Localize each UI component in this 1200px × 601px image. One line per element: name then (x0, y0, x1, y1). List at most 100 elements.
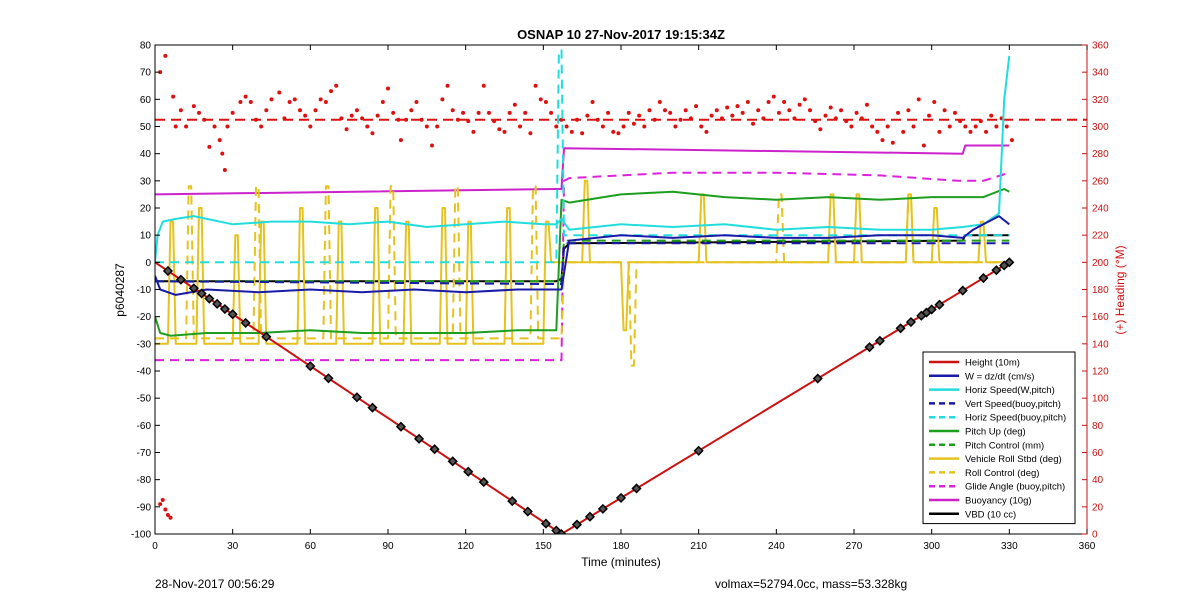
heading-point (259, 124, 264, 129)
heading-point (637, 113, 642, 118)
height-marker (978, 272, 989, 284)
heading-point (207, 144, 212, 149)
y-tick-label-left: -50 (137, 394, 152, 405)
heading-point (921, 143, 926, 148)
heading-point (297, 108, 302, 113)
heading-point (647, 108, 652, 113)
y-tick-label-left: -30 (137, 339, 152, 350)
heading-point (440, 97, 445, 102)
heading-point (585, 113, 590, 118)
heading-point (880, 138, 885, 143)
heading-point (424, 124, 429, 129)
y-tick-label-left: 10 (140, 231, 152, 242)
x-tick-label: 270 (846, 541, 863, 552)
heading-point (435, 124, 440, 129)
legend-entry: Horiz Speed(buoy,pitch) (965, 413, 1066, 424)
heading-point (391, 110, 396, 115)
height-marker (597, 503, 608, 514)
heading-point (906, 108, 911, 113)
heading-point (212, 124, 217, 129)
series-line (155, 179, 1010, 345)
y-tick-label-left: 80 (140, 41, 152, 52)
heading-point (802, 97, 807, 102)
height-marker (926, 304, 937, 315)
series-line (155, 215, 1010, 296)
heading-point (901, 129, 906, 134)
y-tick-label-left: -40 (137, 367, 152, 378)
heading-point (807, 108, 812, 113)
y-tick-label-right: 40 (1092, 475, 1104, 486)
height-marker (615, 492, 627, 503)
series-line (155, 239, 1010, 283)
legend-entry: Vehicle Roll Stbd (deg) (965, 454, 1062, 465)
heading-point (709, 113, 714, 118)
height-marker (447, 456, 458, 467)
heading-point (518, 124, 523, 129)
x-tick-label: 210 (690, 541, 707, 552)
heading-point (264, 108, 269, 113)
heading-point (165, 512, 170, 517)
heading-point (318, 97, 323, 102)
legend-entry: W = dz/dt (cm/s) (965, 371, 1034, 382)
heading-point (885, 124, 890, 129)
heading-point (523, 110, 528, 115)
heading-point (963, 124, 968, 129)
heading-point (197, 110, 202, 115)
plot-series (155, 49, 1087, 534)
heading-point (1004, 124, 1009, 129)
heading-point (947, 124, 952, 129)
legend-box (922, 351, 1076, 525)
heading-point (787, 108, 792, 113)
height-marker (463, 466, 474, 477)
heading-point (238, 100, 243, 105)
x-tick-label: 240 (768, 541, 785, 552)
y-tick-label-right: 320 (1092, 95, 1109, 106)
series-line (155, 185, 1010, 367)
heading-point (663, 108, 668, 113)
heading-point (248, 100, 253, 105)
heading-point (380, 100, 385, 105)
heading-point (704, 129, 709, 134)
plot-area (155, 49, 1087, 534)
y-tick-label-right: 360 (1092, 41, 1109, 52)
heading-point (445, 83, 450, 88)
heading-point (771, 94, 776, 99)
heading-point (173, 124, 178, 129)
heading-point (896, 110, 901, 115)
series-line (155, 242, 1010, 286)
heading-point (828, 105, 833, 110)
y-tick-label-left: 30 (140, 176, 152, 187)
heading-point (564, 124, 569, 129)
heading-point (158, 70, 163, 75)
x-tick-label: 90 (382, 541, 394, 552)
y-tick-label-right: 200 (1092, 258, 1109, 269)
heading-point (549, 110, 554, 115)
heading-point (365, 124, 370, 129)
y-tick-label-right: 280 (1092, 149, 1109, 160)
heading-point (243, 94, 248, 99)
heading-point (158, 502, 163, 507)
heading-point (370, 131, 375, 136)
height-marker (162, 265, 174, 277)
height-marker (219, 303, 230, 315)
height-marker (323, 373, 334, 384)
x-tick-label: 330 (1001, 541, 1018, 552)
heading-point (730, 113, 735, 118)
y-tick-label-left: 50 (140, 122, 152, 133)
heading-point (626, 110, 631, 115)
height-marker (571, 519, 583, 530)
y-tick-label-left: 60 (140, 95, 152, 106)
height-marker (240, 317, 251, 328)
heading-point (735, 104, 740, 109)
heading-point (740, 110, 745, 115)
heading-point (308, 124, 313, 129)
x-tick-label: 0 (152, 541, 158, 552)
heading-point (642, 124, 647, 129)
height-marker (584, 511, 595, 522)
height-marker (204, 293, 215, 304)
heading-point (222, 167, 227, 172)
heading-point (225, 124, 230, 129)
heading-point (178, 108, 183, 113)
y-axis-label-right: (+) Heading (°M) (1113, 245, 1127, 334)
heading-point (611, 129, 616, 134)
